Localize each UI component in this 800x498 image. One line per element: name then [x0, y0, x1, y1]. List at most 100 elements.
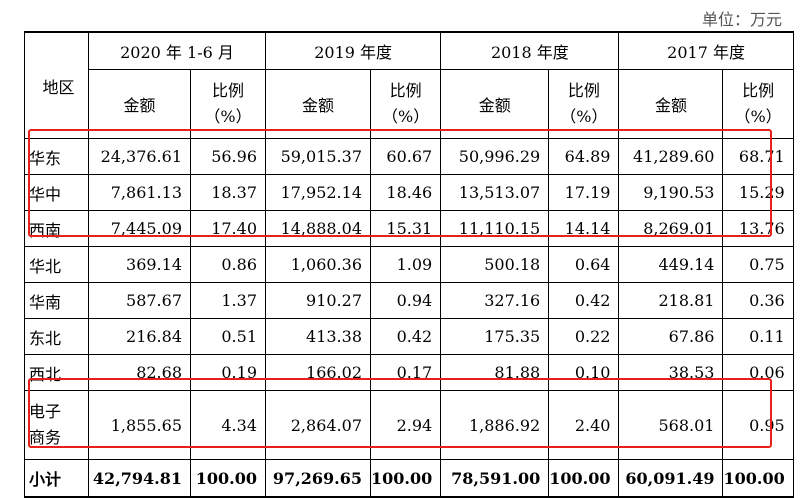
- value-cell: 166.02: [265, 354, 371, 391]
- header-amount: 金额: [618, 69, 724, 139]
- value-cell: 0.95: [722, 390, 794, 460]
- table-row: 华南 587.67 1.37 910.27 0.94 327.16 0.42 2…: [24, 282, 794, 319]
- value-cell: 67.86: [618, 318, 724, 355]
- header-ratio: 比例 （%）: [722, 69, 794, 139]
- header-ratio: 比例 （%）: [190, 69, 266, 139]
- value-cell: 500.18: [440, 246, 550, 283]
- header-amount: 金额: [88, 69, 191, 139]
- region-cell: 西南: [24, 210, 89, 247]
- value-cell: 0.17: [369, 354, 442, 391]
- value-cell: 17.40: [190, 210, 266, 247]
- header-year-2020h1: 2020 年 1-6 月: [88, 31, 266, 70]
- value-cell: 1.09: [369, 246, 442, 283]
- value-cell: 0.22: [548, 318, 620, 355]
- value-cell: 60,091.49: [618, 459, 724, 498]
- value-cell: 568.01: [618, 390, 724, 460]
- region-cell: 华中: [24, 174, 89, 211]
- value-cell: 7,861.13: [88, 174, 191, 211]
- total-row: 小计 42,794.81 100.00 97,269.65 100.00 78,…: [24, 459, 794, 498]
- value-cell: 17.19: [548, 174, 620, 211]
- value-cell: 587.67: [88, 282, 191, 319]
- region-cell: 华东: [24, 138, 89, 175]
- value-cell: 41,289.60: [618, 138, 724, 175]
- value-cell: 910.27: [265, 282, 371, 319]
- region-line: 商务: [29, 428, 62, 447]
- value-cell: 14.14: [548, 210, 620, 247]
- value-cell: 0.86: [190, 246, 266, 283]
- value-cell: 59,015.37: [265, 138, 371, 175]
- value-cell: 68.71: [722, 138, 794, 175]
- value-cell: 413.38: [265, 318, 371, 355]
- value-cell: 0.10: [548, 354, 620, 391]
- value-cell: 11,110.15: [440, 210, 550, 247]
- value-cell: 2,864.07: [265, 390, 371, 460]
- value-cell: 100.00: [369, 459, 442, 498]
- value-cell: 0.51: [190, 318, 266, 355]
- header-ratio: 比例 （%）: [369, 69, 442, 139]
- value-cell: 100.00: [190, 459, 266, 498]
- value-cell: 18.46: [369, 174, 442, 211]
- header-ratio: 比例 （%）: [548, 69, 620, 139]
- value-cell: 1.37: [190, 282, 266, 319]
- value-cell: 216.84: [88, 318, 191, 355]
- value-cell: 100.00: [722, 459, 794, 498]
- ratio-unit: （%）: [382, 107, 430, 126]
- value-cell: 56.96: [190, 138, 266, 175]
- ratio-label: 比例: [211, 81, 244, 100]
- header-amount: 金额: [265, 69, 371, 139]
- value-cell: 7,445.09: [88, 210, 191, 247]
- value-cell: 4.34: [190, 390, 266, 460]
- regional-revenue-table: 地区 2020 年 1-6 月 2019 年度 2018 年度 2017 年度 …: [24, 31, 794, 498]
- unit-label: 单位：万元: [701, 10, 782, 29]
- table-row: 电子 商务 1,855.65 4.34 2,864.07 2.94 1,886.9…: [24, 390, 794, 460]
- ratio-unit: （%）: [560, 107, 608, 126]
- value-cell: 14,888.04: [265, 210, 371, 247]
- value-cell: 18.37: [190, 174, 266, 211]
- value-cell: 1,060.36: [265, 246, 371, 283]
- value-cell: 78,591.00: [440, 459, 550, 498]
- ratio-unit: （%）: [204, 107, 252, 126]
- value-cell: 15.29: [722, 174, 794, 211]
- value-cell: 9,190.53: [618, 174, 724, 211]
- value-cell: 13.76: [722, 210, 794, 247]
- region-cell: 华南: [24, 282, 89, 319]
- value-cell: 0.94: [369, 282, 442, 319]
- value-cell: 0.64: [548, 246, 620, 283]
- header-year-2018: 2018 年度: [440, 31, 620, 70]
- value-cell: 64.89: [548, 138, 620, 175]
- region-cell: 西北: [24, 354, 89, 391]
- value-cell: 369.14: [88, 246, 191, 283]
- ratio-label: 比例: [567, 81, 600, 100]
- value-cell: 15.31: [369, 210, 442, 247]
- value-cell: 449.14: [618, 246, 724, 283]
- value-cell: 0.11: [722, 318, 794, 355]
- value-cell: 38.53: [618, 354, 724, 391]
- value-cell: 17,952.14: [265, 174, 371, 211]
- table-row: 华东 24,376.61 56.96 59,015.37 60.67 50,99…: [24, 138, 794, 175]
- value-cell: 13,513.07: [440, 174, 550, 211]
- value-cell: 0.42: [369, 318, 442, 355]
- table-row: 华中 7,861.13 18.37 17,952.14 18.46 13,513…: [24, 174, 794, 211]
- value-cell: 8,269.01: [618, 210, 724, 247]
- header-amount: 金额: [440, 69, 550, 139]
- value-cell: 1,855.65: [88, 390, 191, 460]
- value-cell: 2.40: [548, 390, 620, 460]
- value-cell: 82.68: [88, 354, 191, 391]
- table-row: 西北 82.68 0.19 166.02 0.17 81.88 0.10 38.…: [24, 354, 794, 391]
- value-cell: 2.94: [369, 390, 442, 460]
- value-cell: 1,886.92: [440, 390, 550, 460]
- ratio-unit: （%）: [734, 107, 782, 126]
- region-cell: 电子 商务: [24, 390, 89, 460]
- value-cell: 175.35: [440, 318, 550, 355]
- header-year-2017: 2017 年度: [618, 31, 794, 70]
- value-cell: 0.36: [722, 282, 794, 319]
- header-region: 地区: [24, 31, 89, 139]
- region-cell: 华北: [24, 246, 89, 283]
- value-cell: 327.16: [440, 282, 550, 319]
- value-cell: 42,794.81: [88, 459, 191, 498]
- value-cell: 24,376.61: [88, 138, 191, 175]
- region-cell: 东北: [24, 318, 89, 355]
- value-cell: 81.88: [440, 354, 550, 391]
- table-row: 西南 7,445.09 17.40 14,888.04 15.31 11,110…: [24, 210, 794, 247]
- value-cell: 218.81: [618, 282, 724, 319]
